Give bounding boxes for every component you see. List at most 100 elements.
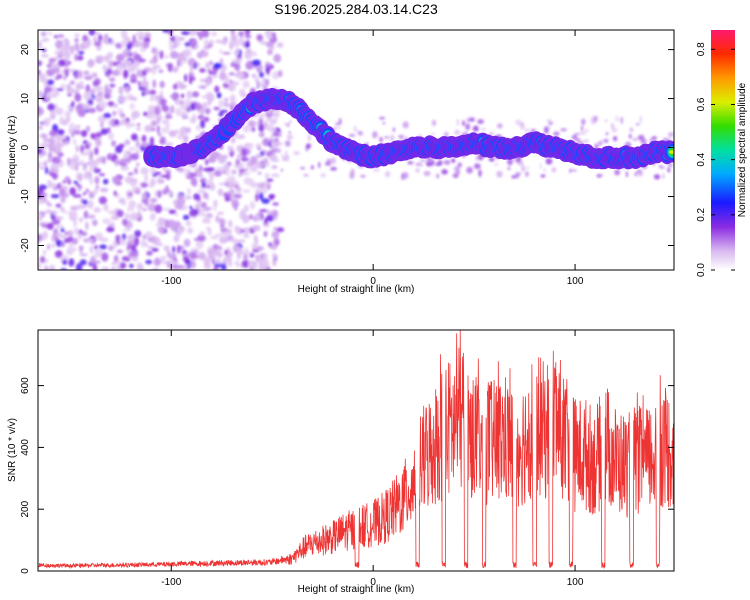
spectrogram-cell — [38, 233, 42, 243]
spectrogram-cell — [170, 51, 179, 59]
spectrogram-cell — [38, 148, 43, 154]
spectrogram-cell — [110, 39, 115, 46]
spectrogram-cell — [44, 86, 53, 93]
spectrogram-cell — [197, 114, 205, 120]
spectrogram-cell — [625, 171, 629, 178]
spectrogram-cell — [242, 227, 251, 234]
spectrogram-cell — [58, 188, 66, 197]
spectrogram-cell — [218, 182, 227, 186]
spectrogram-cell — [117, 61, 121, 65]
spectrogram-cell — [90, 150, 94, 157]
spectrogram-cell — [159, 50, 164, 60]
spectrogram-cell — [248, 214, 254, 220]
spectrogram-cell — [456, 118, 459, 127]
spectrogram-cell — [88, 30, 96, 36]
spectrogram-cell — [273, 53, 282, 63]
spectrogram-cell — [163, 245, 170, 252]
spectrogram-cell — [135, 126, 142, 131]
spectrogram-cell — [190, 102, 196, 111]
spectrogram-cell — [200, 201, 207, 209]
spectrogram-cell — [268, 194, 275, 200]
spectrogram-cell — [158, 69, 164, 73]
spectrogram-cell — [244, 34, 252, 39]
spectrogram-cell — [195, 240, 204, 250]
spectrogram-cell — [249, 200, 256, 210]
x-tick-label: 0 — [370, 276, 376, 287]
spectrogram-cell — [326, 159, 333, 163]
spectrogram-cell — [93, 41, 102, 47]
spectrogram-cell — [596, 174, 604, 177]
spectrogram-cell — [172, 66, 179, 73]
spectrogram-cell — [184, 42, 192, 47]
spectrogram-cell — [227, 190, 236, 194]
spectrogram-cell — [221, 37, 228, 46]
spectrogram-cell — [142, 207, 147, 212]
spectrogram-cell — [60, 241, 66, 248]
spectrogram-cell — [242, 124, 252, 133]
spectrogram-cell — [198, 165, 203, 173]
spectrogram-cell — [54, 57, 58, 61]
spectrogram-cell — [70, 80, 75, 85]
spectrogram-cell — [230, 33, 238, 42]
spectrogram-cell — [108, 59, 113, 69]
spectrogram-cell — [72, 194, 82, 198]
spectrogram-cell — [44, 267, 50, 270]
spectrogram-cell — [543, 126, 549, 134]
spectrogram-cell — [209, 171, 214, 180]
colorbar: 0.0 0.2 0.4 0.6 0.8 Normalized spectral ampl… — [696, 30, 748, 277]
spectrogram-cell — [55, 203, 62, 208]
spectrogram-cell — [169, 105, 175, 114]
spectrogram-cell — [259, 71, 264, 78]
spectrogram-cell — [507, 166, 511, 171]
spectrogram-cell — [611, 127, 618, 133]
spectrogram-y-axis-label: Frequency (Hz) — [7, 116, 18, 185]
spectrogram-cell — [38, 213, 43, 218]
spectrogram-cell — [174, 129, 180, 133]
spectrogram-cell — [203, 206, 212, 211]
spectrogram-cell — [165, 115, 173, 119]
spectrogram-cell — [615, 115, 619, 122]
spectrogram-cell — [613, 136, 618, 142]
spectrogram-cell — [152, 79, 157, 89]
spectrogram-cell — [38, 69, 41, 75]
spectrogram-cell — [201, 181, 206, 188]
spectrogram-cell — [263, 231, 268, 237]
spectrogram-cell — [179, 126, 189, 135]
spectrogram-cell — [219, 236, 228, 244]
spectrogram-cell — [62, 180, 67, 184]
spectrogram-cell — [78, 217, 84, 223]
spectrogram-cell — [285, 150, 288, 158]
spectrogram-cell — [668, 132, 674, 137]
spectrogram-cell — [244, 41, 250, 49]
spectrogram-cell — [74, 38, 79, 42]
spectrogram-cell — [194, 102, 202, 111]
colorbar-tick-label: 0.8 — [696, 42, 707, 56]
spectrogram-cell — [204, 107, 211, 115]
spectrogram-cell — [95, 55, 104, 63]
spectrogram-cell — [488, 157, 495, 162]
spectrogram-cell — [215, 215, 220, 223]
spectrogram-cell — [276, 42, 284, 48]
spectrogram-cell — [189, 205, 193, 210]
spectrogram-cell — [576, 132, 580, 136]
spectrogram-cell — [183, 238, 191, 247]
spectrogram-cell — [415, 162, 422, 166]
spectrogram-cell — [540, 174, 546, 178]
spectrogram-cell — [579, 132, 587, 135]
spectrogram-cell — [258, 131, 265, 138]
spectrogram-cell — [202, 213, 207, 217]
spectrogram-cell — [255, 193, 259, 202]
spectrogram-ridge — [143, 87, 674, 170]
spectrogram-cell — [135, 41, 144, 47]
spectrogram-cell — [197, 174, 205, 178]
spectrogram-cell — [78, 173, 83, 182]
spectrogram-cell — [271, 173, 280, 178]
spectrogram-cell — [49, 264, 56, 270]
spectrogram-cell — [47, 103, 56, 111]
spectrogram-cell — [79, 80, 84, 85]
spectrogram-cell — [335, 126, 341, 129]
spectrogram-cell — [583, 139, 589, 143]
spectrogram-cell — [238, 173, 242, 178]
